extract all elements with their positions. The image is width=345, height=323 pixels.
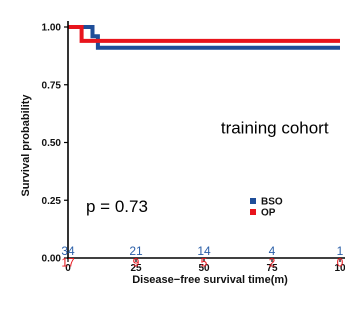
legend-label-bso: BSO [261,197,283,208]
risk-count-op: 0 [337,256,344,270]
x-tick-label: 0 [65,263,71,274]
x-tick-label: 25 [130,263,142,274]
legend-label-op: OP [261,208,276,219]
curve-bso [68,25,340,50]
x-tick-label: 75 [266,263,278,274]
risk-count-bso: 21 [129,244,143,258]
risk-count-bso: 1 [337,244,344,258]
y-tick-label: 0.25 [42,196,62,207]
axes [64,21,345,262]
cohort-label: training cohort [221,118,329,137]
y-tick-label: 0.75 [42,80,62,91]
x-tick-label: 10 [334,263,345,274]
risk-count-op: 5 [201,256,208,270]
y-tick-label: 0.50 [42,138,62,149]
risk-count-op: 17 [61,256,75,270]
y-tick-label: 0.00 [42,254,62,265]
survival-curves [68,25,340,50]
curve-op [68,25,340,43]
legend-swatch-op [250,209,256,215]
x-axis-title: Disease−free survival time(m) [132,274,288,286]
risk-count-op: 2 [269,256,276,270]
y-axis-title: Survival probability [20,94,32,197]
y-tick-label: 1.00 [42,23,62,34]
chart-text: 0.000.250.500.751.000 25 50 75 10Disease−fre… [20,23,345,287]
p-value-label: p = 0.73 [86,197,148,216]
x-tick-label: 50 [198,263,210,274]
risk-count-bso: 14 [197,244,211,258]
risk-count-op: 9 [133,256,140,270]
risk-count-bso: 34 [61,244,75,258]
risk-count-bso: 4 [269,244,276,258]
legend-swatch-bso [250,198,256,204]
